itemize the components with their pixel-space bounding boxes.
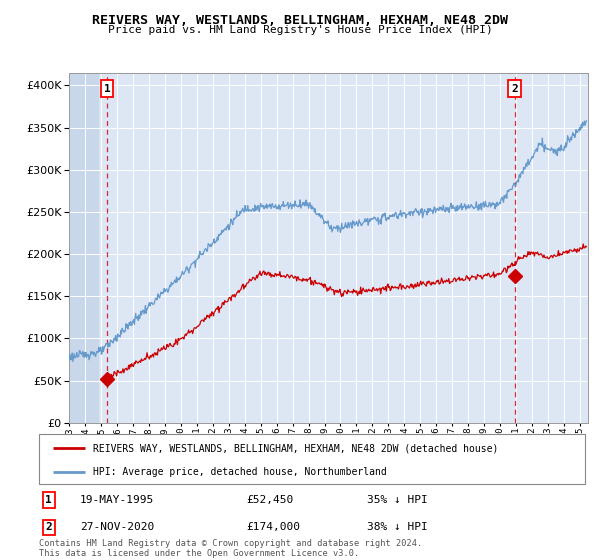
Text: HPI: Average price, detached house, Northumberland: HPI: Average price, detached house, Nort… [92,467,386,477]
Text: REIVERS WAY, WESTLANDS, BELLINGHAM, HEXHAM, NE48 2DW: REIVERS WAY, WESTLANDS, BELLINGHAM, HEXH… [92,14,508,27]
Text: 1: 1 [46,495,52,505]
Text: 38% ↓ HPI: 38% ↓ HPI [367,522,427,533]
Text: £174,000: £174,000 [247,522,301,533]
Text: 2: 2 [46,522,52,533]
Text: Price paid vs. HM Land Registry's House Price Index (HPI): Price paid vs. HM Land Registry's House … [107,25,493,35]
Text: £52,450: £52,450 [247,495,294,505]
Text: 27-NOV-2020: 27-NOV-2020 [80,522,154,533]
FancyBboxPatch shape [39,434,585,484]
Text: 35% ↓ HPI: 35% ↓ HPI [367,495,427,505]
Text: Contains HM Land Registry data © Crown copyright and database right 2024.
This d: Contains HM Land Registry data © Crown c… [39,539,422,558]
Text: 19-MAY-1995: 19-MAY-1995 [80,495,154,505]
Bar [69,73,98,423]
Text: REIVERS WAY, WESTLANDS, BELLINGHAM, HEXHAM, NE48 2DW (detached house): REIVERS WAY, WESTLANDS, BELLINGHAM, HEXH… [92,443,498,453]
Text: 1: 1 [104,83,110,94]
Text: 2: 2 [511,83,518,94]
Bar [69,73,98,423]
